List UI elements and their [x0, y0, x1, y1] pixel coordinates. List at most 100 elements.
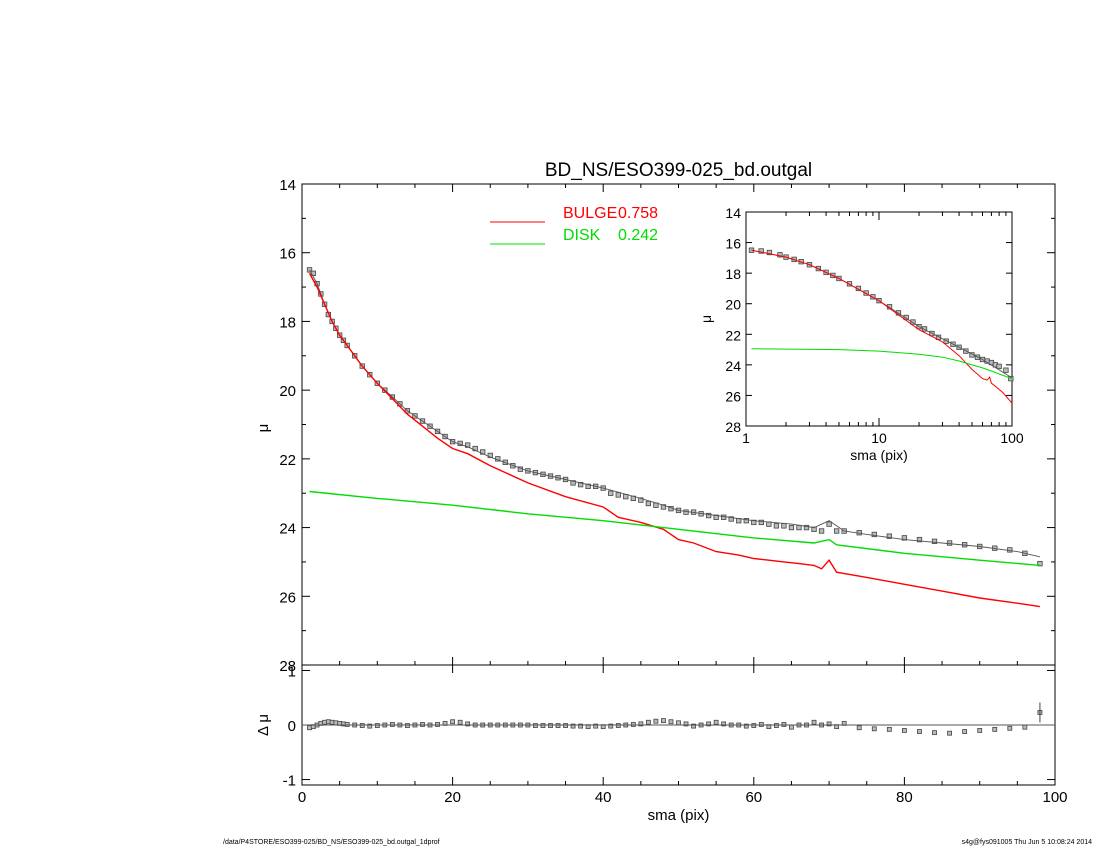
residual-residual-point [683, 721, 689, 727]
inset-data-point [921, 326, 928, 332]
residual-residual-point [676, 720, 681, 726]
residual-residual-point [668, 719, 674, 725]
residual-residual-point [856, 725, 862, 731]
residual-residual-point [608, 723, 614, 729]
main-data-point [585, 483, 591, 489]
inset-x-axis-label: sma (pix) [850, 447, 908, 463]
inset-y-tick-label: 20 [725, 297, 741, 313]
residual-residual-point [578, 723, 584, 729]
residual-residual-point [932, 730, 937, 736]
residual-residual-point [1022, 724, 1028, 730]
footer-file-path: /data/P4STORE/ESO399-025/BD_NS/ESO399-02… [223, 839, 440, 846]
legend-value-disk: 0.242 [618, 227, 658, 244]
main-y-tick-label: 26 [279, 589, 296, 606]
main-data-point [487, 452, 493, 459]
residual-residual-point [758, 722, 764, 727]
legend-label-bulge: BULGE [563, 205, 617, 222]
main-data-point [1037, 560, 1043, 567]
main-data-point [758, 519, 764, 526]
inset-data-point [777, 252, 783, 258]
residual-residual-point [947, 730, 952, 736]
main-data-point [743, 518, 749, 524]
inset-plot-frame [745, 211, 1013, 427]
residual-residual-point [773, 723, 779, 728]
residual-residual-point [630, 722, 636, 727]
residual-residual-point [367, 723, 373, 729]
inset-y-tick-label: 16 [725, 236, 741, 252]
residual-residual-point [555, 723, 561, 728]
main-y-tick-label: 20 [279, 383, 296, 400]
main-y-tick-label: 18 [279, 314, 296, 331]
residual-residual-point [389, 722, 395, 727]
residual-residual-point [1007, 725, 1013, 731]
main-y-axis-label: μ [255, 424, 272, 433]
inset-y-tick-label: 24 [725, 358, 741, 374]
residual-residual-point [826, 721, 832, 727]
main-y-tick-label: 22 [279, 452, 296, 469]
inset-y-tick-label: 22 [725, 327, 741, 343]
legend-value-bulge: 0.758 [618, 205, 658, 222]
main-data-point [660, 504, 667, 510]
residual-residual-point [563, 723, 568, 728]
inset-y-axis-label: μ [698, 315, 714, 323]
main-data-point [916, 536, 923, 543]
residual-residual-point [977, 728, 983, 733]
residual-residual-point [645, 719, 651, 725]
main-data-point [683, 509, 689, 515]
main-data-point [465, 442, 471, 448]
inset-data-point [1003, 367, 1009, 373]
main-data-point [615, 492, 621, 498]
main-data-point [713, 514, 719, 520]
residual-residual-point [811, 719, 817, 725]
residual-residual-point [548, 723, 553, 728]
residual-residual-point [992, 726, 998, 732]
residual-x-tick-label: 0 [298, 789, 306, 806]
main-data-point [818, 528, 825, 534]
main-data-point [608, 490, 614, 496]
main-data-point [472, 445, 478, 452]
main-data-point [1007, 547, 1013, 553]
main-data-point [570, 480, 576, 486]
residual-residual-point [450, 719, 456, 725]
legend-label-disk: DISK [563, 227, 601, 244]
residual-residual-point [713, 719, 719, 725]
main-bulge-line [308, 272, 1041, 608]
main-y-tick-label: 24 [279, 521, 296, 538]
main-y-tick-label: 28 [279, 658, 296, 675]
residual-residual-point [917, 729, 922, 734]
residual-residual-point [886, 726, 892, 732]
main-data-point [803, 524, 810, 531]
residual-residual-point [638, 721, 644, 727]
chart-title: BD_NS/ESO399-025_bd.outgal [545, 160, 812, 181]
residual-residual-point [533, 723, 538, 728]
residual-residual-point [871, 726, 877, 732]
residual-residual-point [570, 723, 576, 729]
residual-residual-point [435, 722, 440, 727]
inset-x-tick-label: 100 [1000, 430, 1024, 446]
main-data-point [833, 528, 840, 534]
residual-y-tick-label: 0 [288, 718, 296, 735]
main-data-point [577, 481, 584, 488]
residual-residual-point [457, 719, 463, 725]
main-data-point [638, 497, 644, 503]
main-data-point [773, 523, 780, 529]
residual-residual-point [661, 718, 666, 724]
inset-disk-line [751, 348, 1013, 380]
inset-data-point [903, 314, 909, 321]
residual-residual-point [691, 723, 696, 729]
main-data-point [721, 514, 727, 520]
inset-data-point [910, 319, 916, 325]
residual-residual-point [781, 722, 787, 727]
residual-residual-point [789, 724, 794, 730]
residual-residual-point [405, 723, 410, 728]
residual-x-tick-label: 40 [595, 789, 612, 806]
residual-residual-point [344, 722, 350, 727]
residual-residual-point [751, 723, 757, 728]
residual-x-tick-label: 100 [1042, 789, 1067, 806]
main-data-point [705, 512, 712, 519]
residual-y-axis-label: Δ μ [255, 714, 272, 736]
inset-x-tick-label: 10 [871, 430, 887, 446]
inset-y-tick-label: 18 [725, 266, 741, 282]
residual-y-tick-label: 1 [288, 663, 296, 680]
